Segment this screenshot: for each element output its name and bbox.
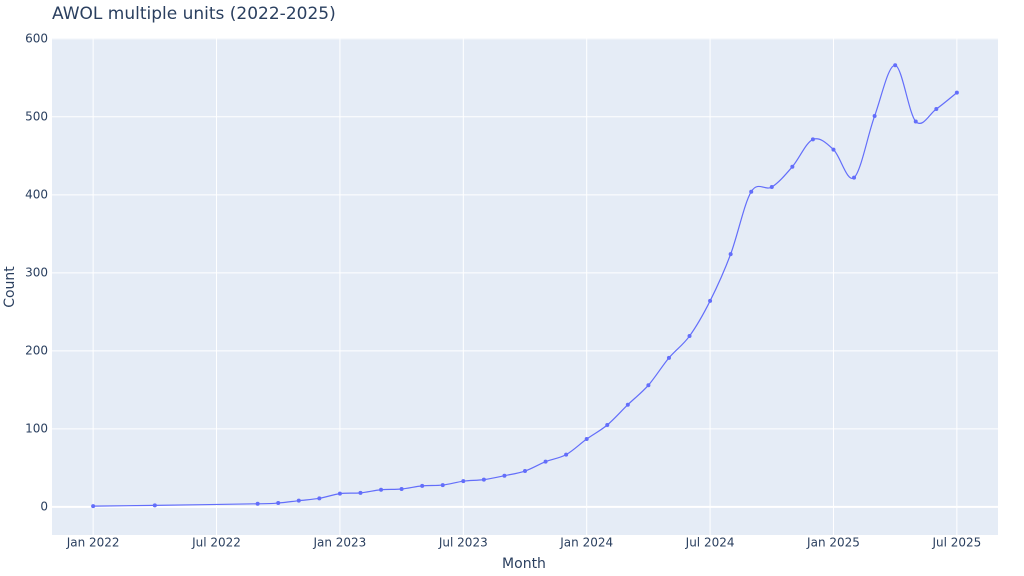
point: [831, 147, 836, 152]
x-tick-label: Jul 2025: [931, 536, 981, 550]
plot-background: [52, 38, 998, 535]
point: [564, 452, 569, 457]
point: [523, 469, 527, 474]
point: [749, 189, 754, 194]
point: [440, 483, 445, 488]
point: [728, 252, 733, 257]
point: [358, 490, 363, 495]
point: [646, 383, 651, 388]
point: [666, 355, 671, 360]
y-tick-label: 300: [25, 265, 48, 279]
point: [687, 334, 692, 339]
y-tick-label: 600: [25, 31, 48, 45]
x-tick-label: Jul 2024: [685, 536, 735, 550]
chart-title: AWOL multiple units (2022-2025): [52, 4, 336, 24]
y-tick-label: 100: [25, 421, 48, 435]
y-tick-label: 0: [40, 499, 48, 513]
point: [379, 487, 384, 492]
x-tick-label: Jan 2024: [559, 536, 613, 550]
point: [461, 479, 466, 484]
point: [399, 486, 404, 491]
point: [810, 137, 815, 142]
point: [276, 501, 281, 506]
point: [91, 504, 96, 509]
point: [152, 503, 157, 508]
point: [625, 402, 630, 407]
x-tick-label: Jan 2023: [312, 536, 366, 550]
point: [913, 119, 918, 124]
x-axis-title: Month: [502, 556, 546, 572]
point: [337, 491, 342, 496]
y-tick-label: 400: [25, 187, 48, 201]
point: [954, 90, 959, 95]
y-axis-title: Count: [2, 266, 18, 308]
y-tick-label: 500: [25, 109, 48, 123]
point: [872, 114, 877, 119]
point: [296, 498, 301, 503]
point: [893, 63, 898, 68]
x-tick-label: Jul 2022: [191, 536, 241, 550]
x-tick-label: Jan 2025: [806, 536, 860, 550]
point: [934, 107, 939, 111]
y-tick-label: 200: [25, 343, 48, 357]
point: [584, 437, 589, 442]
point: [769, 185, 774, 190]
x-tick-label: Jul 2023: [438, 536, 488, 550]
point: [708, 298, 713, 303]
x-tick-label: Jan 2022: [66, 536, 120, 550]
point: [317, 496, 322, 501]
point: [481, 477, 486, 482]
point: [420, 483, 425, 488]
point: [852, 175, 857, 180]
point: [255, 501, 260, 506]
point: [502, 473, 507, 478]
point: [790, 164, 795, 169]
point: [605, 422, 610, 427]
point: [543, 459, 548, 464]
